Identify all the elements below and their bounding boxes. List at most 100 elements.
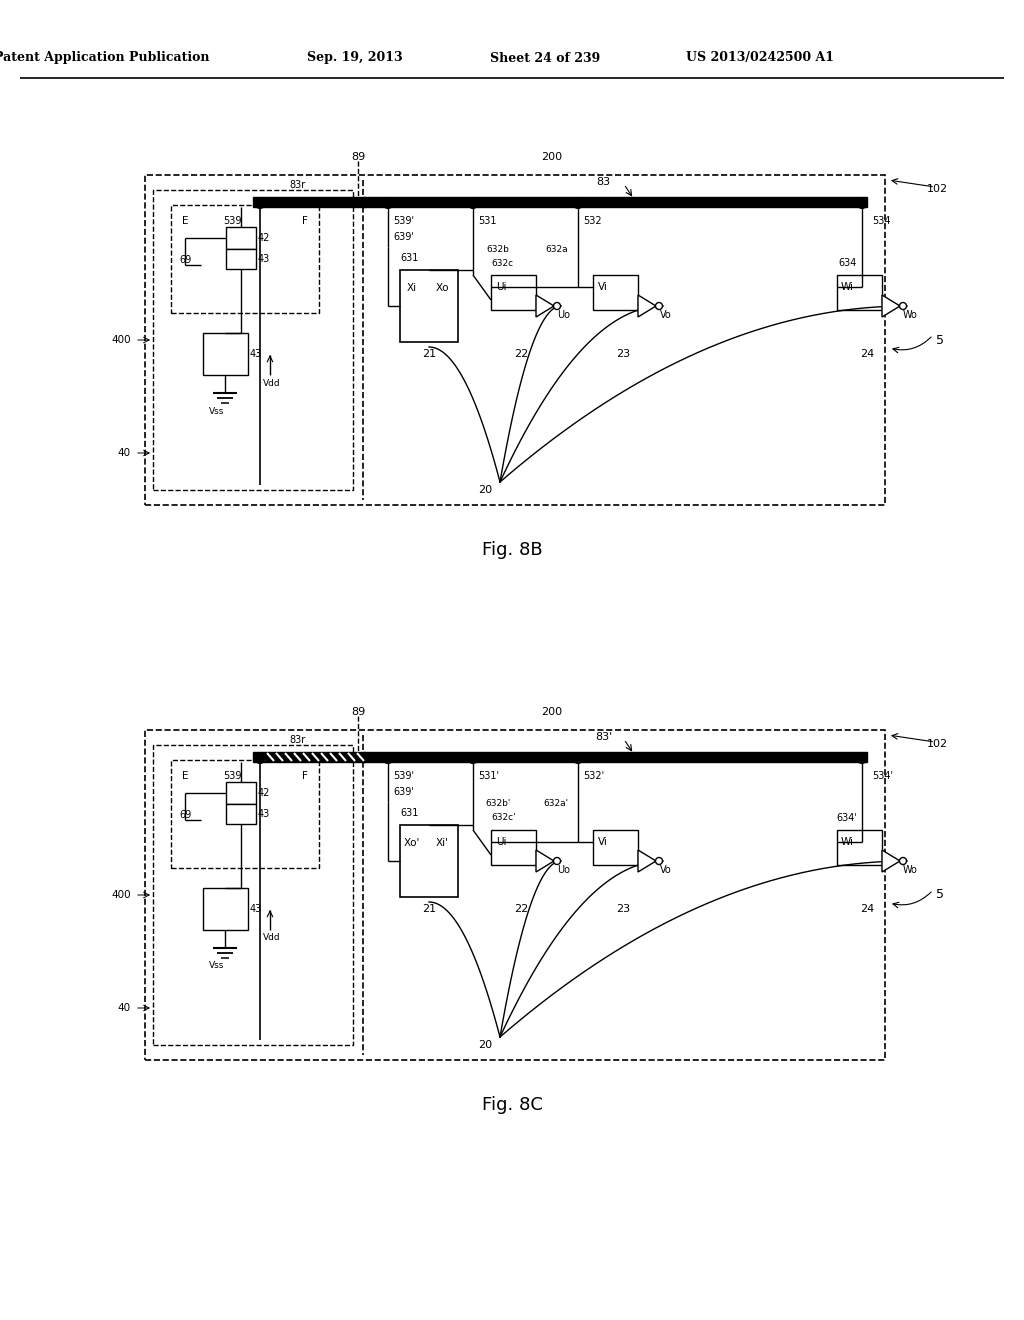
Text: 43: 43 <box>258 809 270 818</box>
Polygon shape <box>882 294 900 317</box>
Bar <box>171 205 319 313</box>
Bar <box>593 275 638 310</box>
Circle shape <box>255 198 265 209</box>
Text: 632c': 632c' <box>490 813 516 822</box>
Bar <box>153 744 353 1045</box>
Text: 102: 102 <box>927 183 947 194</box>
Text: Fig. 8B: Fig. 8B <box>481 541 543 558</box>
Text: Xo': Xo' <box>403 838 420 847</box>
Text: Vss: Vss <box>209 961 224 970</box>
Text: 23: 23 <box>616 904 630 913</box>
Circle shape <box>857 198 867 209</box>
Text: 43: 43 <box>250 348 262 359</box>
Text: 89: 89 <box>351 708 366 717</box>
Circle shape <box>899 858 906 865</box>
Text: 531: 531 <box>478 216 497 226</box>
Text: 539': 539' <box>393 216 414 226</box>
Text: Xi: Xi <box>407 282 417 293</box>
Text: Vi: Vi <box>598 282 608 292</box>
Circle shape <box>383 198 393 209</box>
Bar <box>400 271 458 342</box>
Text: 83r: 83r <box>290 180 306 190</box>
Text: 24: 24 <box>860 904 874 913</box>
Text: 83': 83' <box>595 733 612 742</box>
Text: 5: 5 <box>936 334 944 346</box>
Text: 40: 40 <box>118 447 131 458</box>
Text: 83: 83 <box>597 177 611 187</box>
Text: 43: 43 <box>250 904 262 913</box>
Text: 400: 400 <box>112 890 131 900</box>
Text: 69: 69 <box>179 810 191 820</box>
Text: Vo: Vo <box>660 865 672 875</box>
Text: Vi: Vi <box>598 837 608 847</box>
Bar <box>490 830 536 865</box>
Text: 632a': 632a' <box>543 800 568 808</box>
Text: 631: 631 <box>400 253 419 263</box>
Text: 639': 639' <box>393 787 414 797</box>
Text: 532: 532 <box>583 216 602 226</box>
Text: Patent Application Publication: Patent Application Publication <box>0 51 210 65</box>
Text: 21: 21 <box>422 904 436 913</box>
Text: 200: 200 <box>542 708 562 717</box>
Bar <box>362 197 867 207</box>
Bar <box>145 176 885 506</box>
Text: 634: 634 <box>839 257 857 268</box>
Bar <box>837 275 882 310</box>
Text: Xo: Xo <box>435 282 449 293</box>
Bar <box>226 781 256 804</box>
Text: 22: 22 <box>514 904 528 913</box>
Text: 42: 42 <box>258 788 270 799</box>
Text: US 2013/0242500 A1: US 2013/0242500 A1 <box>686 51 834 65</box>
Bar <box>171 760 319 869</box>
Text: Vss: Vss <box>209 407 224 416</box>
Text: 632a: 632a <box>546 244 568 253</box>
Text: Wi: Wi <box>841 282 853 292</box>
Circle shape <box>655 858 663 865</box>
Text: Sep. 19, 2013: Sep. 19, 2013 <box>307 51 402 65</box>
Text: 69: 69 <box>179 255 191 265</box>
Circle shape <box>468 752 478 763</box>
Text: E: E <box>181 216 188 226</box>
Circle shape <box>857 752 867 763</box>
Text: Wo: Wo <box>902 865 918 875</box>
Text: 534: 534 <box>872 216 891 226</box>
Text: Vo: Vo <box>660 310 672 319</box>
Text: 632c: 632c <box>490 259 513 268</box>
Polygon shape <box>638 294 656 317</box>
Bar <box>145 730 885 1060</box>
Text: 83r: 83r <box>290 735 306 744</box>
Text: 539: 539 <box>223 771 242 781</box>
Text: Wi: Wi <box>841 837 853 847</box>
Text: 534': 534' <box>872 771 893 781</box>
Text: Xi': Xi' <box>435 838 449 847</box>
Bar <box>226 804 256 824</box>
Text: 22: 22 <box>514 348 528 359</box>
Circle shape <box>255 752 265 763</box>
Text: 5: 5 <box>936 888 944 902</box>
Polygon shape <box>536 850 554 873</box>
Circle shape <box>655 302 663 309</box>
Bar <box>203 333 248 375</box>
Text: 634': 634' <box>837 813 857 822</box>
Polygon shape <box>882 850 900 873</box>
Text: Ui: Ui <box>496 282 506 292</box>
Circle shape <box>554 858 560 865</box>
Text: 200: 200 <box>542 152 562 162</box>
Circle shape <box>899 302 906 309</box>
Text: 531': 531' <box>478 771 499 781</box>
Bar <box>253 197 365 207</box>
Text: 21: 21 <box>422 348 436 359</box>
Text: 102: 102 <box>927 739 947 748</box>
Text: Sheet 24 of 239: Sheet 24 of 239 <box>489 51 600 65</box>
Bar <box>400 825 458 898</box>
Bar <box>253 752 365 762</box>
Text: 631: 631 <box>400 808 419 818</box>
Text: 400: 400 <box>112 335 131 345</box>
Bar <box>153 190 353 490</box>
Text: 632b': 632b' <box>485 800 511 808</box>
Text: 539: 539 <box>223 216 242 226</box>
Circle shape <box>468 198 478 209</box>
Bar <box>203 888 248 931</box>
Text: 532': 532' <box>583 771 604 781</box>
Circle shape <box>383 752 393 763</box>
